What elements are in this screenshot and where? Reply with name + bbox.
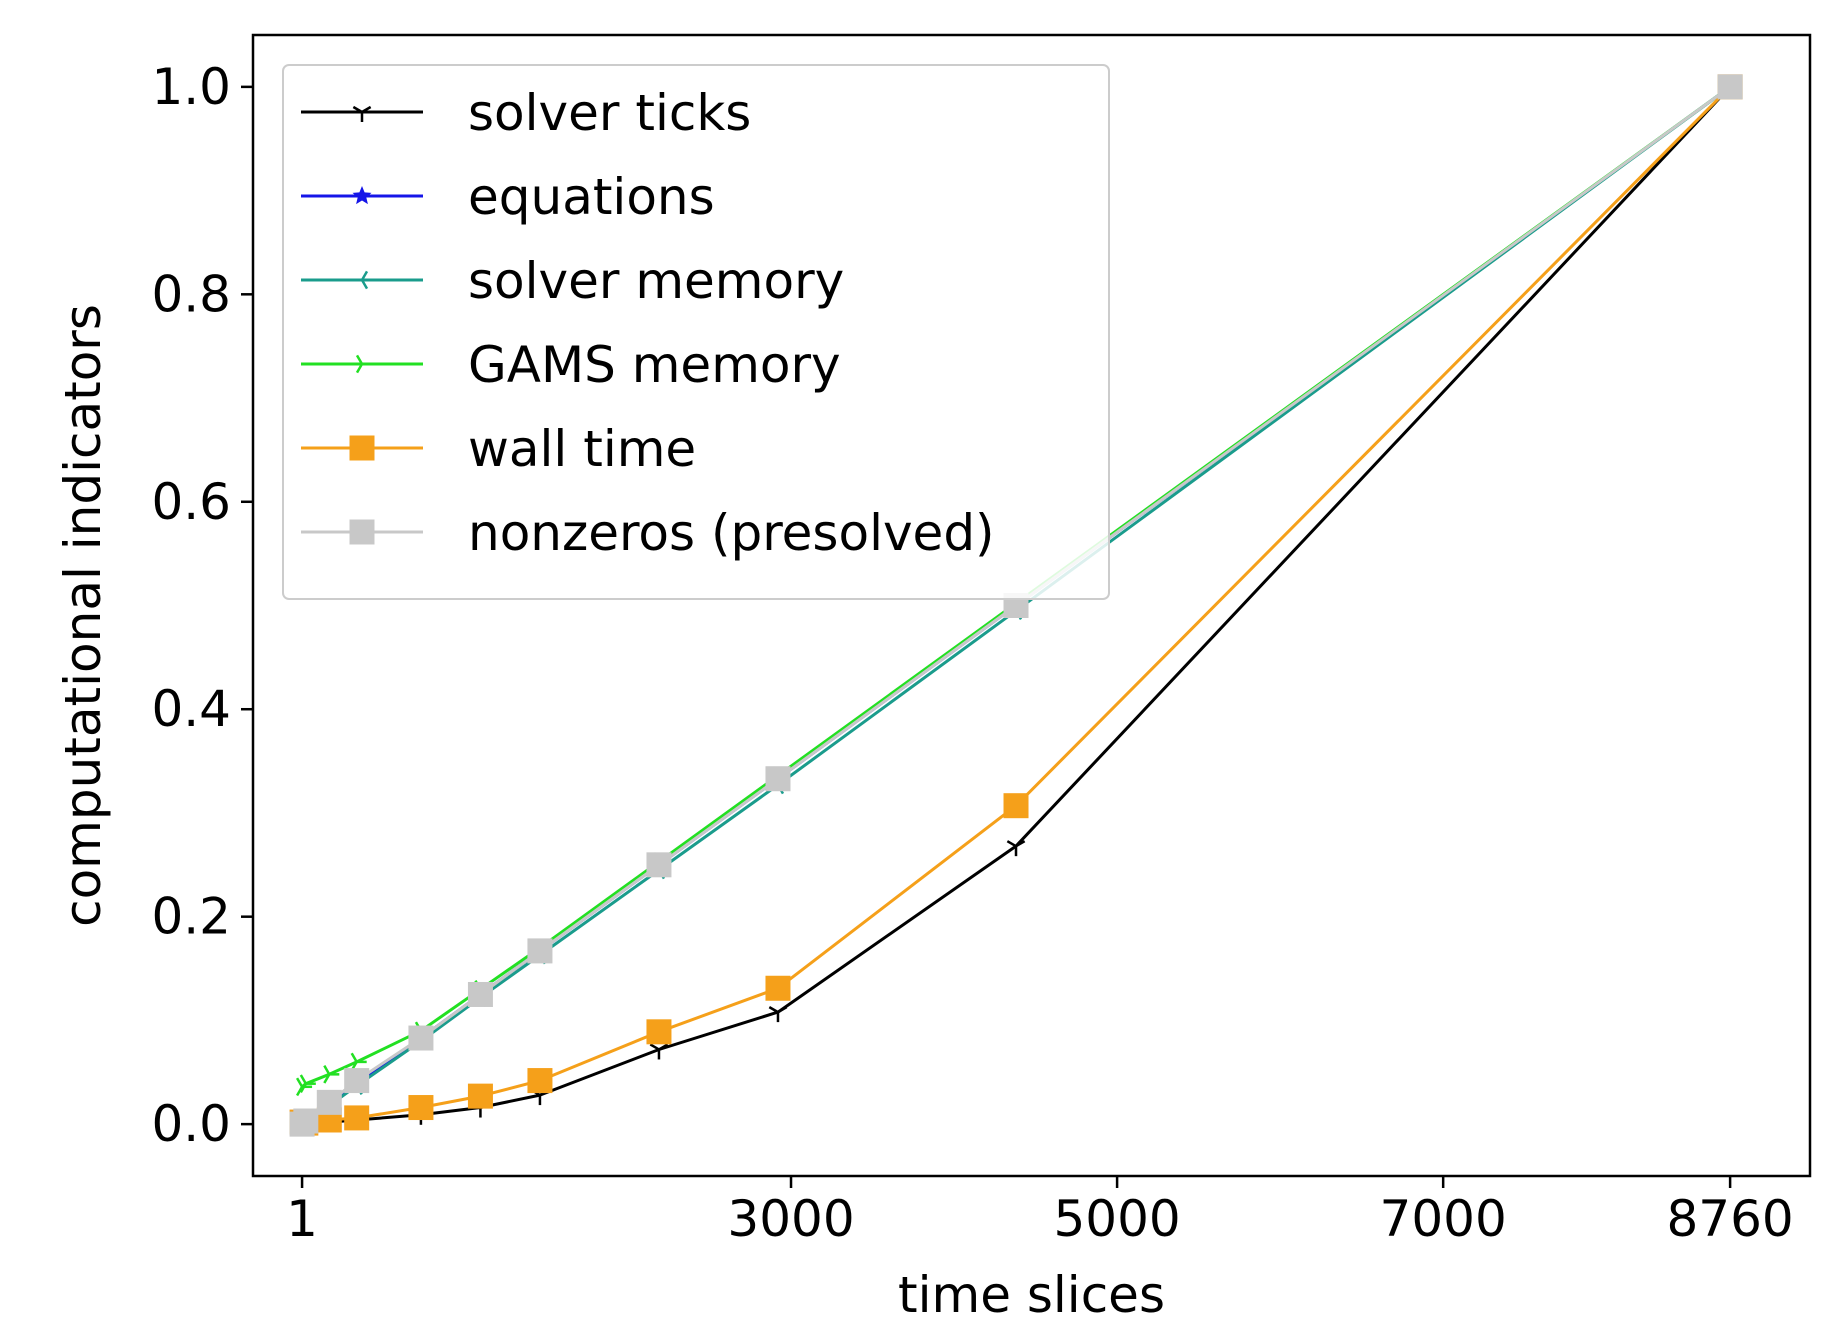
y-axis-label: computational indicators [54, 304, 112, 927]
legend-label: wall time [468, 420, 696, 478]
data-point-marker [323, 1065, 340, 1084]
x-axis-label: time slices [898, 1266, 1165, 1324]
legend-label: nonzeros (presolved) [468, 504, 995, 562]
legend-item: wall time [301, 420, 696, 478]
data-point-marker [467, 981, 493, 1007]
legend-item: solver memory [301, 252, 844, 310]
legend-box [282, 64, 1110, 600]
legend-label: GAMS memory [468, 336, 841, 394]
legend-item: equations [301, 168, 715, 226]
legend-label: solver ticks [468, 84, 751, 142]
data-point-marker [293, 1108, 319, 1134]
data-point-marker [1003, 793, 1029, 819]
legend: solver ticks equations solver memory GAMS m… [282, 64, 1110, 600]
legend-label: solver memory [468, 252, 844, 310]
data-point-marker [467, 1083, 493, 1109]
data-point-marker [352, 186, 372, 205]
plot-frame [251, 33, 1812, 1178]
series-layer [289, 74, 1743, 1137]
x-tick-label: 5000 [1053, 1190, 1180, 1248]
data-point-marker [408, 1025, 434, 1051]
data-point-marker [1717, 74, 1743, 100]
legend-item: GAMS memory [301, 336, 841, 394]
y-tick-label: 0.2 [151, 888, 231, 946]
data-point-marker [646, 1019, 672, 1045]
data-point-marker [349, 519, 375, 545]
data-point-marker [299, 1074, 316, 1093]
data-point-marker [352, 270, 369, 290]
x-tick-label: 1 [286, 1190, 318, 1248]
legend-item: nonzeros (presolved) [301, 504, 995, 562]
x-axis-ticks: 1 3000 5000 7000 8760 [286, 1176, 1794, 1248]
data-point-marker [765, 975, 791, 1001]
data-point-marker [316, 1089, 342, 1115]
y-axis-ticks: 0.0 0.2 0.4 0.6 0.8 1.0 [151, 58, 253, 1153]
data-point-marker [646, 852, 672, 878]
legend-label: equations [468, 168, 715, 226]
data-point-marker [349, 435, 375, 461]
y-tick-label: 0.6 [151, 473, 231, 531]
data-point-marker [344, 1068, 370, 1094]
x-tick-label: 8760 [1666, 1190, 1793, 1248]
data-point-marker [1006, 840, 1026, 857]
data-point-marker [649, 1043, 669, 1060]
data-point-marker [355, 354, 372, 374]
data-point-marker [408, 1095, 434, 1121]
y-tick-label: 0.8 [151, 265, 231, 323]
legend-item: solver ticks [301, 84, 751, 142]
data-point-marker [765, 766, 791, 792]
data-point-marker [527, 938, 553, 964]
x-tick-label: 7000 [1380, 1190, 1507, 1248]
y-tick-label: 1.0 [151, 58, 231, 116]
data-point-marker [352, 105, 372, 122]
x-tick-label: 3000 [727, 1190, 854, 1248]
data-point-marker [527, 1068, 553, 1094]
y-tick-label: 0.4 [151, 680, 231, 738]
data-point-marker [344, 1105, 370, 1131]
series-5 [289, 74, 1743, 1137]
data-point-marker [768, 1006, 788, 1023]
y-tick-label: 0.0 [151, 1095, 231, 1153]
